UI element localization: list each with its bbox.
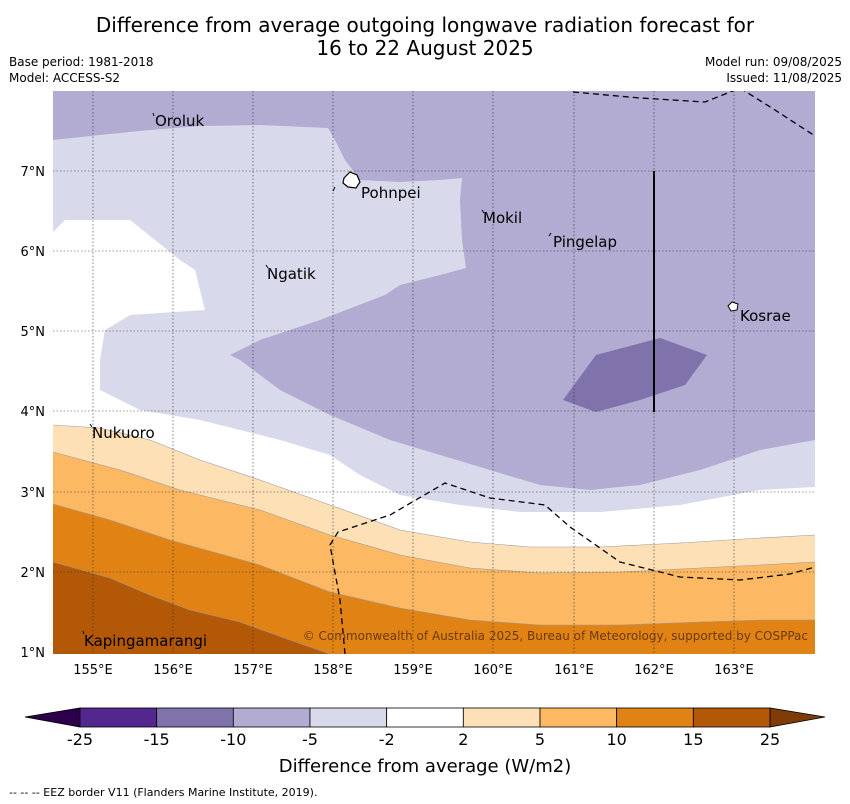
label-pingelap: Pingelap (553, 233, 617, 251)
colorbar-tick-label: -5 (302, 730, 318, 749)
map-title-line1: Difference from average outgoing longwav… (95, 13, 755, 37)
lon-label-156: 156°E (153, 663, 193, 678)
contour-band-minus15 (563, 338, 707, 412)
base-period: Base period: 1981-2018 (9, 55, 154, 69)
model-run: Model run: 09/08/2025 (704, 55, 842, 69)
lat-label-3: 3°N (21, 486, 46, 501)
lon-label-157: 157°E (233, 663, 273, 678)
colorbar-segment (309, 707, 388, 728)
map-area: Oroluk Pohnpei Mokil Pingelap Ngatik Kos… (53, 91, 815, 654)
oroluk-island-mark (152, 112, 155, 117)
lon-label-163: 163°E (714, 663, 754, 678)
nukuoro-island-mark (89, 423, 93, 428)
lat-label-1: 1°N (21, 646, 46, 661)
colorbar-segment (232, 707, 311, 728)
contour-band-15-25 (53, 562, 330, 654)
colorbar-tick-label: 5 (535, 730, 545, 749)
lon-label-162: 162°E (634, 663, 674, 678)
pingelap-island-mark (548, 232, 552, 237)
lat-label-4: 4°N (21, 405, 46, 420)
contour-lines (53, 424, 815, 654)
colorbar-label: Difference from average (W/m2) (279, 756, 571, 777)
label-pohnpei: Pohnpei (361, 184, 421, 202)
label-oroluk: Oroluk (155, 112, 204, 130)
mokil-island-mark (481, 209, 485, 214)
lat-label-2: 2°N (21, 566, 46, 581)
colorbar-segment (539, 707, 618, 728)
lon-axis: 155°E 156°E 157°E 158°E 159°E 160°E 161°… (73, 663, 754, 678)
eez-footnote: -- -- -- EEZ border V11 (Flanders Marine… (9, 786, 318, 799)
colorbar-segment (79, 707, 158, 728)
eez-border (329, 91, 815, 654)
colorbar-tick-label: -25 (67, 730, 93, 749)
lat-label-5: 5°N (21, 325, 46, 340)
colorbar-segment (692, 707, 771, 728)
colorbar-segment (462, 707, 541, 728)
lat-label-7: 7°N (21, 165, 46, 180)
contour-band-10-15 (53, 504, 815, 654)
colorbar-tick-label: -10 (220, 730, 246, 749)
colorbar-under-arrow (24, 707, 81, 728)
lon-label-158: 158°E (313, 663, 353, 678)
pohnpei-island-shape (342, 171, 361, 189)
colorbar-tick-label: -2 (379, 730, 395, 749)
lon-label-155: 155°E (73, 663, 113, 678)
colorbar-tick-label: -15 (144, 730, 170, 749)
lon-label-159: 159°E (393, 663, 433, 678)
colorbar-segment (386, 707, 464, 728)
label-kapingamarangi: Kapingamarangi (84, 632, 207, 650)
colorbar-tick-label: 15 (683, 730, 703, 749)
copyright-notice: © Commonwealth of Australia 2025, Bureau… (303, 629, 808, 643)
label-kosrae: Kosrae (740, 307, 791, 325)
island-mark (332, 186, 336, 192)
kapingamarangi-island-mark (82, 630, 85, 635)
graticule (53, 91, 815, 654)
model-name: Model: ACCESS-S2 (9, 71, 121, 85)
colorbar-tick-label: 25 (760, 730, 780, 749)
label-ngatik: Ngatik (267, 265, 316, 283)
colorbar-over-arrow (769, 707, 826, 728)
label-nukuoro: Nukuoro (92, 424, 155, 442)
colorbar-tick-label: 10 (606, 730, 626, 749)
issued-date: Issued: 11/08/2025 (726, 71, 842, 85)
lat-label-6: 6°N (21, 245, 46, 260)
lat-axis: 7°N 6°N 5°N 4°N 3°N 2°N 1°N (21, 165, 46, 661)
map-title-line2: 16 to 22 August 2025 (316, 36, 534, 60)
colorbar: -25 -15 -10 -5 -2 2 5 10 15 25 Difference from av… (24, 707, 826, 777)
ngatik-island-mark (265, 264, 269, 269)
colorbar-segment (616, 707, 694, 728)
colorbar-segment (156, 707, 234, 728)
colorbar-tick-label: 2 (458, 730, 468, 749)
lon-label-160: 160°E (473, 663, 513, 678)
label-mokil: Mokil (483, 209, 522, 227)
kosrae-island-shape (727, 301, 739, 312)
lon-label-161: 161°E (554, 663, 594, 678)
